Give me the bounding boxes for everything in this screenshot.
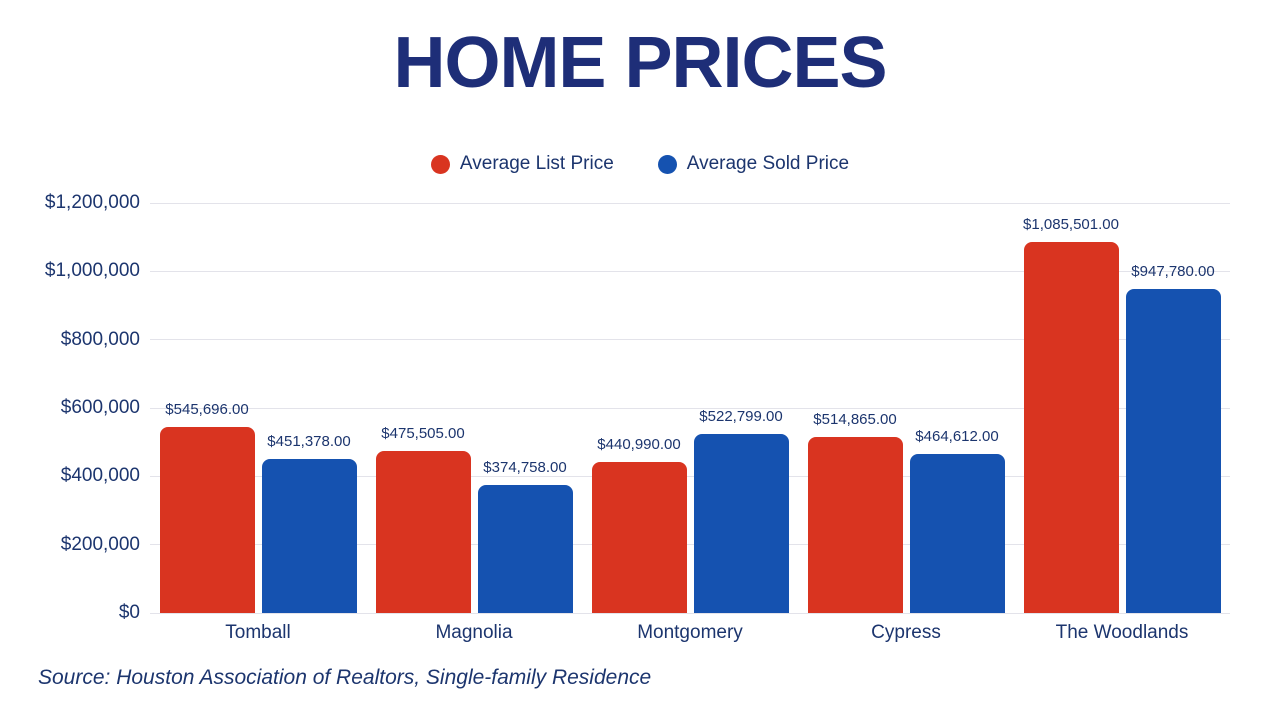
gridline	[150, 202, 1230, 204]
bar-list-tomball	[159, 426, 255, 613]
bar-list-the-woodlands	[1023, 242, 1119, 613]
x-axis-category-label-the-woodlands: The Woodlands	[1055, 622, 1189, 643]
legend-swatch-blue-circle-icon	[657, 154, 677, 174]
gridline	[150, 544, 1230, 546]
bar-value-label-list-magnolia: $475,505.00	[381, 424, 465, 442]
x-axis-category-label-cypress: Cypress	[871, 622, 941, 643]
bar-list-cypress	[807, 437, 903, 613]
bar-sold-magnolia	[477, 484, 573, 613]
y-axis-tick-label: $800,000	[60, 328, 140, 350]
x-axis-category-label-magnolia: Magnolia	[435, 622, 513, 643]
bar-value-label-sold-magnolia: $374,758.00	[483, 458, 567, 476]
y-axis-tick-label: $400,000	[60, 465, 140, 487]
bar-value-label-sold-montgomery: $522,799.00	[699, 408, 783, 426]
gridline	[150, 407, 1230, 409]
legend-swatch-red-circle-icon	[430, 154, 450, 174]
bar-value-label-sold-tomball: $451,378.00	[267, 432, 351, 450]
bar-value-label-list-cypress: $514,865.00	[813, 411, 897, 429]
bar-value-label-list-the-woodlands: $1,085,501.00	[1023, 216, 1119, 234]
gridline	[150, 339, 1230, 341]
legend-label-average-sold-price: Average Sold Price	[686, 153, 850, 174]
bar-list-montgomery	[591, 462, 687, 613]
bar-value-label-sold-the-woodlands: $947,780.00	[1131, 263, 1215, 281]
legend-item-average-list-price: Average List Price	[430, 153, 614, 175]
x-axis-category-label-montgomery: Montgomery	[637, 622, 743, 643]
y-axis-tick-label: $600,000	[60, 397, 140, 418]
bar-sold-tomball	[261, 458, 357, 613]
gridline	[150, 475, 1230, 477]
bar-value-label-list-montgomery: $440,990.00	[597, 436, 681, 454]
gridline	[150, 612, 1230, 614]
bar-sold-the-woodlands	[1125, 289, 1221, 613]
y-axis-tick-label: $200,000	[60, 533, 140, 555]
bar-list-magnolia	[375, 450, 471, 613]
legend-label-average-list-price: Average List Price	[459, 153, 614, 174]
x-axis-category-label-tomball: Tomball	[225, 622, 291, 643]
bar-value-label-list-tomball: $545,696.00	[165, 400, 249, 418]
chart-title: HOME PRICES	[393, 23, 887, 103]
bar-sold-cypress	[909, 454, 1005, 613]
source-note: Source: Houston Association of Realtors,…	[38, 666, 652, 689]
y-axis-tick-label: $1,200,000	[44, 192, 140, 213]
y-axis-tick-label: $0	[118, 602, 140, 623]
bar-sold-montgomery	[693, 434, 789, 613]
bar-value-label-sold-cypress: $464,612.00	[915, 428, 999, 446]
y-axis-tick-label: $1,000,000	[44, 260, 140, 282]
gridline	[150, 270, 1230, 272]
chart-legend: Average List Price Average Sold Price	[0, 153, 1280, 175]
legend-item-average-sold-price: Average Sold Price	[657, 153, 850, 175]
